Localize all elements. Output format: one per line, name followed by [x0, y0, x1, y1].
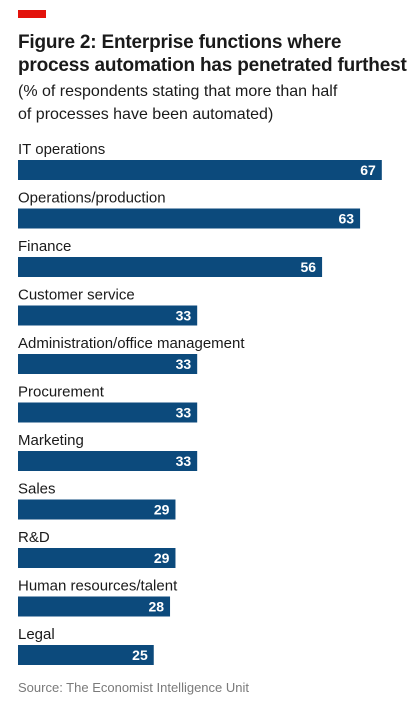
category-label: Operations/production	[18, 190, 166, 207]
value-label: 25	[132, 647, 148, 663]
category-label: Marketing	[18, 432, 84, 449]
value-label: 33	[176, 405, 192, 421]
value-label: 33	[176, 453, 192, 469]
value-label: 33	[176, 308, 192, 324]
bar	[18, 354, 198, 374]
category-label: Finance	[18, 238, 71, 255]
accent-bar	[18, 10, 46, 18]
bar	[18, 257, 323, 277]
value-label: 29	[154, 502, 170, 518]
category-label: Human resources/talent	[18, 578, 178, 595]
bar	[18, 548, 176, 568]
category-label: IT operations	[18, 141, 105, 158]
chart-subtitle: (% of respondents stating that more than…	[18, 83, 338, 123]
value-label: 33	[176, 356, 192, 372]
bar	[18, 402, 198, 423]
bar	[18, 305, 198, 326]
category-label: Procurement	[18, 384, 105, 401]
chart-title: Figure 2: Enterprise functions where pro…	[18, 32, 407, 76]
bar	[18, 451, 198, 471]
category-label: Legal	[18, 626, 55, 643]
value-label: 67	[360, 162, 376, 178]
bar	[18, 596, 171, 617]
value-label: 29	[154, 550, 170, 566]
value-label: 56	[301, 259, 317, 275]
value-label: 28	[148, 599, 164, 615]
bar	[18, 499, 176, 520]
bar	[18, 208, 361, 229]
source-note: Source: The Economist Intelligence Unit	[18, 680, 249, 695]
value-label: 63	[339, 211, 355, 227]
category-label: R&D	[18, 529, 50, 546]
category-label: Sales	[18, 481, 56, 498]
bar	[18, 645, 154, 665]
bar	[18, 160, 382, 180]
category-label: Administration/office management	[18, 335, 245, 352]
category-label: Customer service	[18, 287, 135, 304]
